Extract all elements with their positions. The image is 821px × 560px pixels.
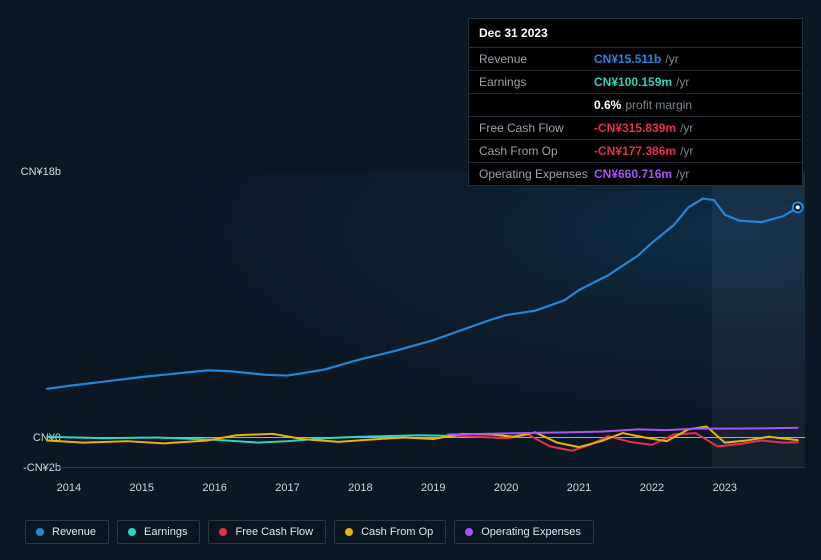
tooltip-row-value: -CN¥315.839m: [594, 121, 676, 135]
financials-chart[interactable]: CN¥18bCN¥0-CN¥2b 20142015201620172018201…: [17, 158, 805, 498]
tooltip-row-label: Cash From Op: [479, 144, 594, 158]
tooltip-row-suffix: /yr: [680, 121, 693, 135]
legend-label: Revenue: [52, 526, 96, 538]
chart-plot-area[interactable]: [47, 172, 805, 468]
legend-label: Operating Expenses: [481, 526, 581, 538]
chart-tooltip: Dec 31 2023 RevenueCN¥15.511b/yrEarnings…: [468, 18, 803, 186]
series-revenue: [47, 199, 798, 389]
tooltip-row: RevenueCN¥15.511b/yr: [469, 48, 802, 71]
tooltip-row-label: [479, 98, 594, 112]
legend-item[interactable]: Earnings: [117, 520, 200, 544]
tooltip-row: Free Cash Flow-CN¥315.839m/yr: [469, 117, 802, 140]
x-axis-tick: 2014: [57, 482, 81, 494]
tooltip-row-value: 0.6%: [594, 98, 621, 112]
tooltip-row-suffix: /yr: [676, 167, 689, 181]
x-axis-tick: 2019: [421, 482, 445, 494]
legend-label: Earnings: [144, 526, 187, 538]
chart-legend: Revenue Earnings Free Cash Flow Cash From O…: [25, 520, 594, 544]
x-axis-tick: 2023: [713, 482, 737, 494]
x-axis-tick: 2015: [130, 482, 154, 494]
tooltip-row-value: CN¥100.159m: [594, 75, 672, 89]
tooltip-row-value: CN¥15.511b: [594, 52, 661, 66]
x-axis-tick: 2017: [275, 482, 299, 494]
tooltip-row-value: CN¥660.716m: [594, 167, 672, 181]
tooltip-date: Dec 31 2023: [469, 19, 802, 48]
x-axis-tick: 2020: [494, 482, 518, 494]
legend-swatch: [345, 528, 353, 536]
legend-item[interactable]: Revenue: [25, 520, 109, 544]
tooltip-row-suffix: /yr: [676, 75, 689, 89]
legend-swatch: [36, 528, 44, 536]
tooltip-row: Operating ExpensesCN¥660.716m/yr: [469, 163, 802, 185]
legend-item[interactable]: Free Cash Flow: [208, 520, 326, 544]
tooltip-row: 0.6% profit margin: [469, 94, 802, 117]
x-axis-tick: 2018: [348, 482, 372, 494]
legend-item[interactable]: Operating Expenses: [454, 520, 594, 544]
x-axis-tick: 2021: [567, 482, 591, 494]
tooltip-row-label: Free Cash Flow: [479, 121, 594, 135]
tooltip-row: EarningsCN¥100.159m/yr: [469, 71, 802, 94]
tooltip-row: Cash From Op-CN¥177.386m/yr: [469, 140, 802, 163]
tooltip-row-value: -CN¥177.386m: [594, 144, 676, 158]
legend-label: Cash From Op: [361, 526, 433, 538]
chart-x-axis: 2014 2015 2016 2017 2018 2019 2020 2021 2022 2023: [47, 482, 805, 502]
tooltip-row-suffix: profit margin: [625, 98, 692, 112]
x-axis-tick: 2022: [640, 482, 664, 494]
tooltip-row-suffix: /yr: [665, 52, 678, 66]
legend-item[interactable]: Cash From Op: [334, 520, 446, 544]
legend-swatch: [219, 528, 227, 536]
legend-swatch: [128, 528, 136, 536]
tooltip-row-label: Earnings: [479, 75, 594, 89]
series-end-marker: [793, 202, 803, 212]
tooltip-row-label: Operating Expenses: [479, 167, 594, 181]
legend-label: Free Cash Flow: [235, 526, 313, 538]
legend-swatch: [465, 528, 473, 536]
tooltip-row-suffix: /yr: [680, 144, 693, 158]
x-axis-tick: 2016: [202, 482, 226, 494]
tooltip-row-label: Revenue: [479, 52, 594, 66]
